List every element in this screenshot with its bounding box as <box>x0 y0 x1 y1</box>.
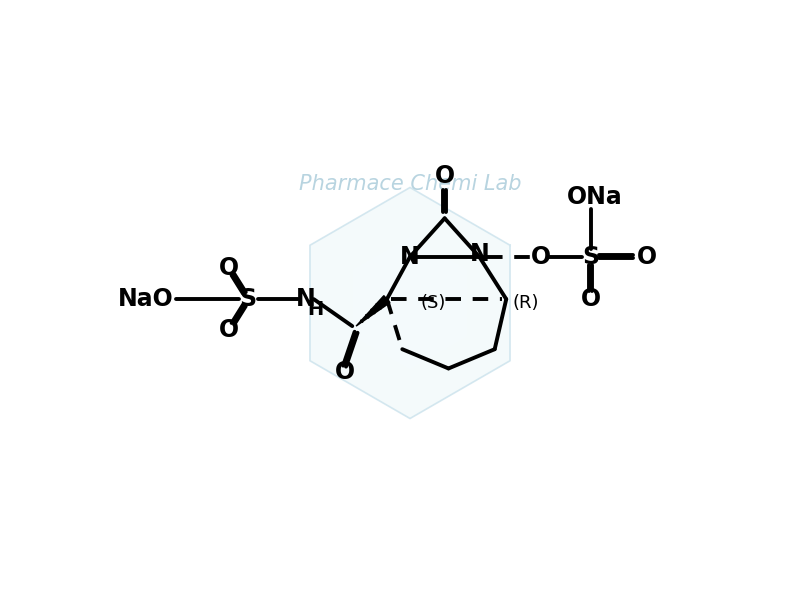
Text: N: N <box>470 242 489 266</box>
Text: S: S <box>582 245 599 269</box>
Text: O: O <box>434 164 454 188</box>
Text: O: O <box>334 360 354 385</box>
Polygon shape <box>356 296 390 326</box>
Text: (R): (R) <box>512 294 538 312</box>
Text: N: N <box>296 287 316 311</box>
Text: O: O <box>581 287 601 311</box>
Text: H: H <box>307 299 323 319</box>
Text: O: O <box>219 318 239 342</box>
Text: Pharmace Chemi Lab: Pharmace Chemi Lab <box>298 173 522 194</box>
Text: NaO: NaO <box>118 287 174 311</box>
Text: ONa: ONa <box>567 185 622 209</box>
Text: O: O <box>219 256 239 280</box>
Text: O: O <box>637 245 658 269</box>
Text: O: O <box>531 245 551 269</box>
Text: S: S <box>240 287 257 311</box>
Polygon shape <box>354 238 466 368</box>
Text: (S): (S) <box>421 294 446 312</box>
Polygon shape <box>310 187 510 419</box>
Text: N: N <box>400 245 420 269</box>
